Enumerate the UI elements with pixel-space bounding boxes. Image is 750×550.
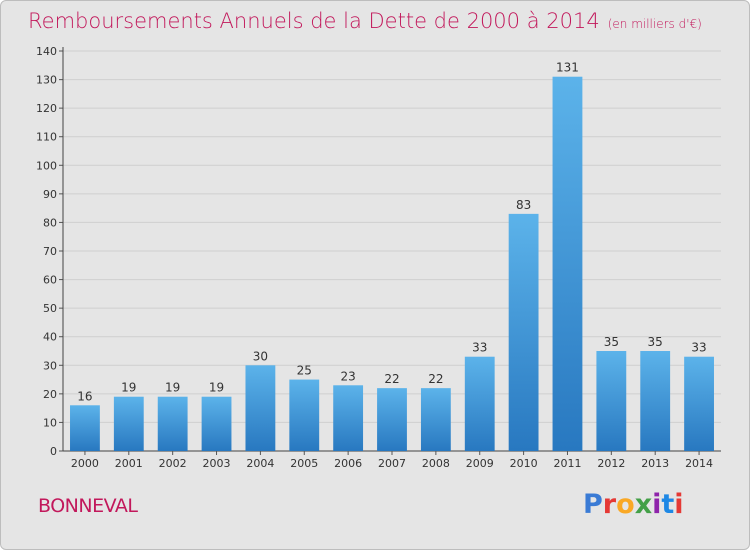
axes: 0 10 20 30 40 50 60 70 80 90 100 110 120 130 140 2000 20… — [36, 45, 721, 470]
logo-letter: i — [652, 489, 662, 520]
bar-value-label: 19 — [121, 381, 136, 395]
bar-value-label: 19 — [209, 381, 224, 395]
bar-value-label: 131 — [556, 61, 579, 75]
commune-name: BONNEVAL — [38, 495, 138, 517]
bar-value-label: 35 — [604, 335, 619, 349]
x-tick-label: 2007 — [378, 457, 406, 470]
logo-letter: t — [661, 489, 675, 520]
bar-value-label: 25 — [297, 364, 312, 378]
logo-letter: x — [634, 489, 653, 520]
bar — [113, 396, 144, 451]
x-tick-label: 2008 — [422, 457, 450, 470]
y-tick-label: 120 — [36, 102, 57, 115]
x-tick-label: 2004 — [246, 457, 274, 470]
x-tick-label: 2000 — [71, 457, 99, 470]
bar — [377, 388, 407, 451]
y-tick-label: 10 — [43, 416, 57, 429]
y-tick-label: 80 — [43, 216, 57, 229]
bar-value-label: 33 — [691, 341, 706, 355]
x-tick-label: 2006 — [334, 457, 362, 470]
x-tick-label: 2013 — [641, 457, 669, 470]
x-tick-label: 2014 — [685, 457, 713, 470]
y-tick-label: 90 — [43, 188, 57, 201]
bar-value-label: 33 — [472, 341, 487, 355]
y-tick-label: 20 — [43, 388, 57, 401]
bar — [640, 351, 671, 451]
bar-value-label: 35 — [648, 335, 663, 349]
bar — [552, 76, 583, 451]
bar — [464, 356, 495, 451]
chart-title-text: Remboursements Annuels de la Dette de 20… — [28, 9, 600, 33]
x-tick-label: 2002 — [159, 457, 187, 470]
x-tick-label: 2001 — [115, 457, 143, 470]
y-tick-label: 30 — [43, 359, 57, 372]
bar-value-label: 16 — [77, 389, 92, 403]
chart-title: Remboursements Annuels de la Dette de 20… — [28, 9, 702, 33]
y-tick-label: 70 — [43, 245, 57, 258]
logo-letter: r — [602, 489, 617, 520]
x-tick-label: 2003 — [203, 457, 231, 470]
y-tick-label: 130 — [36, 74, 57, 87]
y-tick-label: 100 — [36, 159, 57, 172]
bar — [333, 385, 364, 451]
x-tick-label: 2009 — [466, 457, 494, 470]
bar-value-label: 22 — [384, 372, 399, 386]
logo-letter: o — [616, 489, 635, 520]
x-tick-label: 2005 — [290, 457, 318, 470]
bar — [70, 405, 100, 451]
x-tick-label: 2012 — [597, 457, 625, 470]
y-tick-label: 60 — [43, 274, 57, 287]
y-tick-label: 0 — [50, 445, 57, 458]
bar-value-label: 23 — [340, 369, 355, 383]
bar — [289, 379, 320, 451]
chart-unit: (en milliers d'€) — [607, 17, 702, 31]
bar — [508, 213, 539, 451]
bar — [245, 365, 276, 451]
bar — [596, 351, 627, 451]
bar-value-label: 83 — [516, 198, 531, 212]
bar — [420, 388, 451, 451]
bars: 16 19 19 19 30 25 23 22 22 33 83 131 35 35 33 — [70, 61, 714, 451]
y-tick-label: 40 — [43, 331, 57, 344]
bar-value-label: 22 — [428, 372, 443, 386]
y-tick-label: 50 — [43, 302, 57, 315]
bar-value-label: 19 — [165, 381, 180, 395]
logo-letter: i — [674, 489, 684, 520]
x-tick-label: 2011 — [553, 457, 581, 470]
x-tick-label: 2010 — [510, 457, 538, 470]
y-tick-label: 140 — [36, 45, 57, 58]
logo-letter: P — [583, 489, 603, 520]
bar — [684, 356, 714, 451]
bar — [157, 396, 188, 451]
y-tick-label: 110 — [36, 131, 57, 144]
proxiti-logo: Proxiti — [583, 489, 684, 520]
bar — [201, 396, 232, 451]
bar-value-label: 30 — [253, 349, 268, 363]
